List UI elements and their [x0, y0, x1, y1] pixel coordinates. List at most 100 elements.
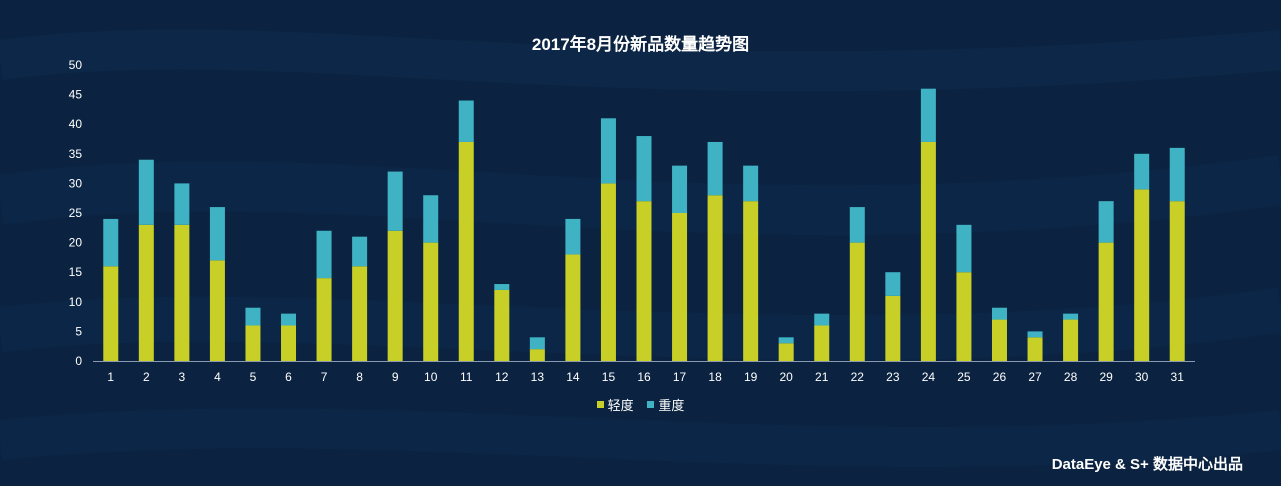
bar-segment-heavy	[245, 307, 261, 326]
legend-label-light: 轻度	[607, 398, 634, 413]
y-tick-label: 30	[69, 176, 83, 190]
x-tick-label: 5	[250, 370, 257, 384]
bar-segment-heavy	[529, 337, 545, 350]
bar-segment-light	[209, 260, 225, 361]
bar-segment-light	[174, 224, 190, 361]
bar-segment-light	[956, 272, 972, 361]
x-tick-label: 4	[214, 370, 221, 384]
bar-segment-light	[352, 266, 368, 361]
legend-item-heavy[interactable]: 重度	[647, 395, 684, 414]
bar-segment-heavy	[423, 195, 439, 243]
x-tick-label: 14	[566, 370, 580, 384]
x-tick-label: 7	[321, 370, 328, 384]
bar-segment-light	[1169, 201, 1185, 361]
bar-segment-light	[849, 242, 865, 361]
bar-segment-heavy	[458, 100, 474, 142]
bar-segment-heavy	[743, 165, 759, 202]
bar-segment-heavy	[672, 165, 688, 213]
bar-segment-light	[458, 141, 474, 361]
bar-segment-light	[743, 201, 759, 361]
bar-segment-heavy	[1027, 331, 1043, 338]
y-tick-label: 35	[69, 147, 83, 161]
legend-item-light[interactable]: 轻度	[596, 395, 634, 414]
x-tick-label: 11	[460, 370, 473, 384]
legend-swatch-heavy	[647, 401, 655, 408]
bar-segment-light	[423, 242, 439, 361]
x-tick-label: 27	[1028, 370, 1042, 384]
x-tick-label: 25	[957, 370, 971, 384]
y-tick-label: 10	[69, 295, 83, 309]
legend-label-heavy: 重度	[658, 398, 685, 413]
x-tick-label: 24	[922, 370, 936, 384]
legend-swatch-light	[596, 401, 604, 408]
bar-segment-heavy	[814, 313, 830, 326]
x-tick-label: 26	[993, 370, 1007, 384]
x-tick-label: 13	[531, 370, 545, 384]
x-tick-label: 22	[851, 370, 865, 384]
y-tick-label: 20	[69, 236, 83, 250]
bar-segment-heavy	[920, 88, 936, 142]
bar-segment-heavy	[174, 183, 190, 225]
y-tick-label: 50	[69, 58, 83, 72]
bar-segment-heavy	[991, 307, 1007, 320]
x-tick-label: 18	[708, 370, 722, 384]
x-tick-label: 20	[780, 370, 794, 384]
x-tick-label: 30	[1135, 370, 1149, 384]
y-tick-label: 40	[69, 117, 83, 131]
bar-segment-light	[1027, 337, 1043, 361]
bar-segment-heavy	[281, 313, 297, 326]
x-tick-label: 15	[602, 370, 616, 384]
x-tick-label: 12	[495, 370, 509, 384]
bar-segment-light	[672, 213, 688, 361]
bar-segment-light	[387, 230, 403, 361]
bar-segment-light	[1134, 189, 1150, 361]
bar-segment-light	[920, 141, 936, 361]
y-tick-label: 5	[75, 324, 82, 338]
bar-segment-light	[245, 325, 261, 361]
bar-segment-heavy	[387, 171, 403, 231]
bar-segment-heavy	[600, 118, 616, 184]
bar-segment-heavy	[636, 136, 652, 202]
x-tick-label: 16	[637, 370, 651, 384]
bar-segment-light	[103, 266, 119, 361]
bar-segment-heavy	[352, 236, 368, 267]
bar-segment-heavy	[565, 218, 581, 255]
bar-segment-heavy	[209, 207, 225, 261]
bar-segment-heavy	[103, 218, 119, 267]
bar-segment-heavy	[1134, 153, 1150, 190]
bar-segment-heavy	[707, 141, 723, 196]
bar-segment-heavy	[138, 159, 154, 225]
bar-segment-light	[600, 183, 616, 361]
bar-segment-light	[991, 319, 1007, 361]
footer-credit: DataEye & S+ 数据中心出品	[1051, 456, 1243, 473]
bar-segment-light	[138, 224, 154, 361]
x-tick-label: 21	[815, 370, 829, 384]
bar-segment-light	[316, 278, 332, 361]
bar-segment-light	[1063, 319, 1079, 361]
x-tick-label: 17	[673, 370, 687, 384]
bar-segment-light	[636, 201, 652, 361]
chart-title: 2017年8月份新品数量趋势图	[531, 35, 750, 54]
x-tick-label: 28	[1064, 370, 1078, 384]
x-tick-label: 9	[392, 370, 399, 384]
bar-segment-light	[707, 195, 723, 361]
x-tick-label: 3	[179, 370, 186, 384]
bar-segment-light	[814, 325, 830, 361]
y-tick-label: 15	[69, 265, 83, 279]
bar-segment-heavy	[778, 337, 794, 344]
chart-legend: 轻度 重度	[0, 395, 1281, 414]
bar-segment-heavy	[1098, 201, 1114, 243]
bar-segment-light	[885, 295, 901, 361]
bar-segment-light	[529, 349, 545, 361]
bar-segment-heavy	[849, 207, 865, 243]
bar-segment-heavy	[956, 224, 972, 273]
y-tick-label: 0	[75, 354, 82, 368]
y-tick-label: 25	[69, 206, 83, 220]
x-tick-label: 1	[107, 370, 114, 384]
y-tick-label: 45	[69, 88, 83, 102]
x-tick-label: 29	[1099, 370, 1113, 384]
bar-segment-heavy	[1169, 147, 1185, 202]
bar-segment-heavy	[494, 284, 510, 290]
bar-segment-heavy	[316, 230, 332, 279]
x-tick-label: 31	[1171, 370, 1185, 384]
